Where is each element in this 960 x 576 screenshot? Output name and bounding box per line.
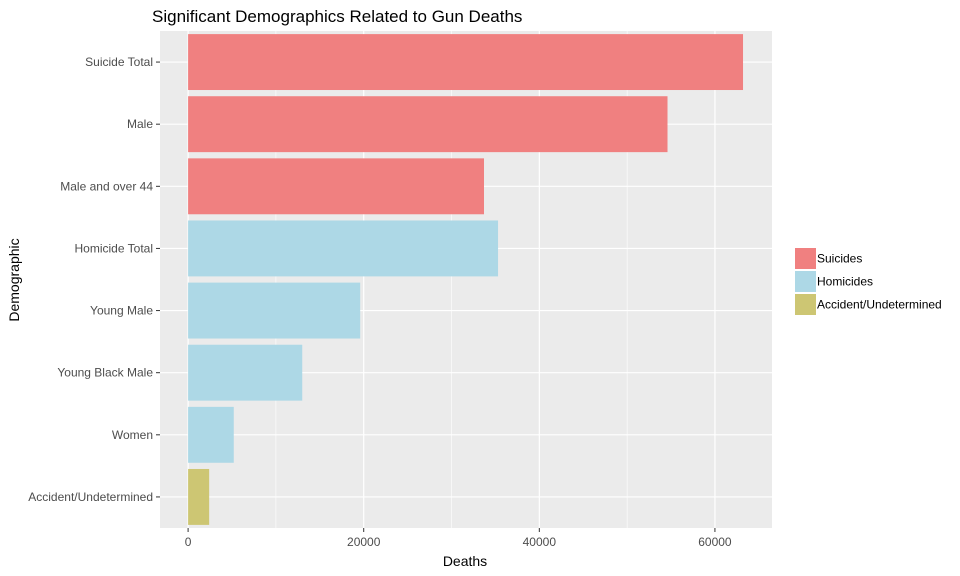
y-tick-label: Young Male	[90, 304, 153, 318]
bar	[188, 406, 234, 463]
legend-label: Accident/Undetermined	[817, 298, 942, 312]
y-tick-label: Women	[112, 428, 153, 442]
y-tick-label: Male and over 44	[60, 179, 153, 193]
x-axis-title: Deaths	[443, 553, 487, 569]
legend-label: Suicides	[817, 252, 862, 266]
y-tick-label: Male	[127, 117, 153, 131]
bar	[188, 344, 303, 401]
y-tick-label: Accident/Undetermined	[28, 490, 153, 504]
bars	[188, 34, 744, 525]
chart-title: Significant Demographics Related to Gun …	[152, 7, 522, 26]
y-axis: Suicide Total Male Male and over 44 Homicid…	[28, 55, 160, 504]
bar	[188, 34, 744, 91]
x-tick-label: 20000	[347, 535, 381, 549]
bar	[188, 158, 484, 215]
bar	[188, 96, 668, 153]
bar	[188, 468, 210, 525]
y-tick-label: Suicide Total	[85, 55, 153, 69]
y-tick-label: Young Black Male	[57, 366, 153, 380]
x-tick-label: 60000	[698, 535, 732, 549]
legend: Suicides Homicides Accident/Undetermined	[795, 248, 942, 315]
legend-key	[795, 248, 816, 269]
legend-key	[795, 294, 816, 315]
legend-key	[795, 271, 816, 292]
y-axis-title: Demographic	[6, 238, 22, 321]
bar	[188, 220, 499, 277]
y-tick-label: Homicide Total	[75, 241, 153, 255]
legend-label: Homicides	[817, 275, 873, 289]
x-axis: 0 20000 40000 60000	[185, 528, 732, 549]
x-tick-label: 0	[185, 535, 192, 549]
bar	[188, 282, 361, 339]
x-tick-label: 40000	[523, 535, 557, 549]
